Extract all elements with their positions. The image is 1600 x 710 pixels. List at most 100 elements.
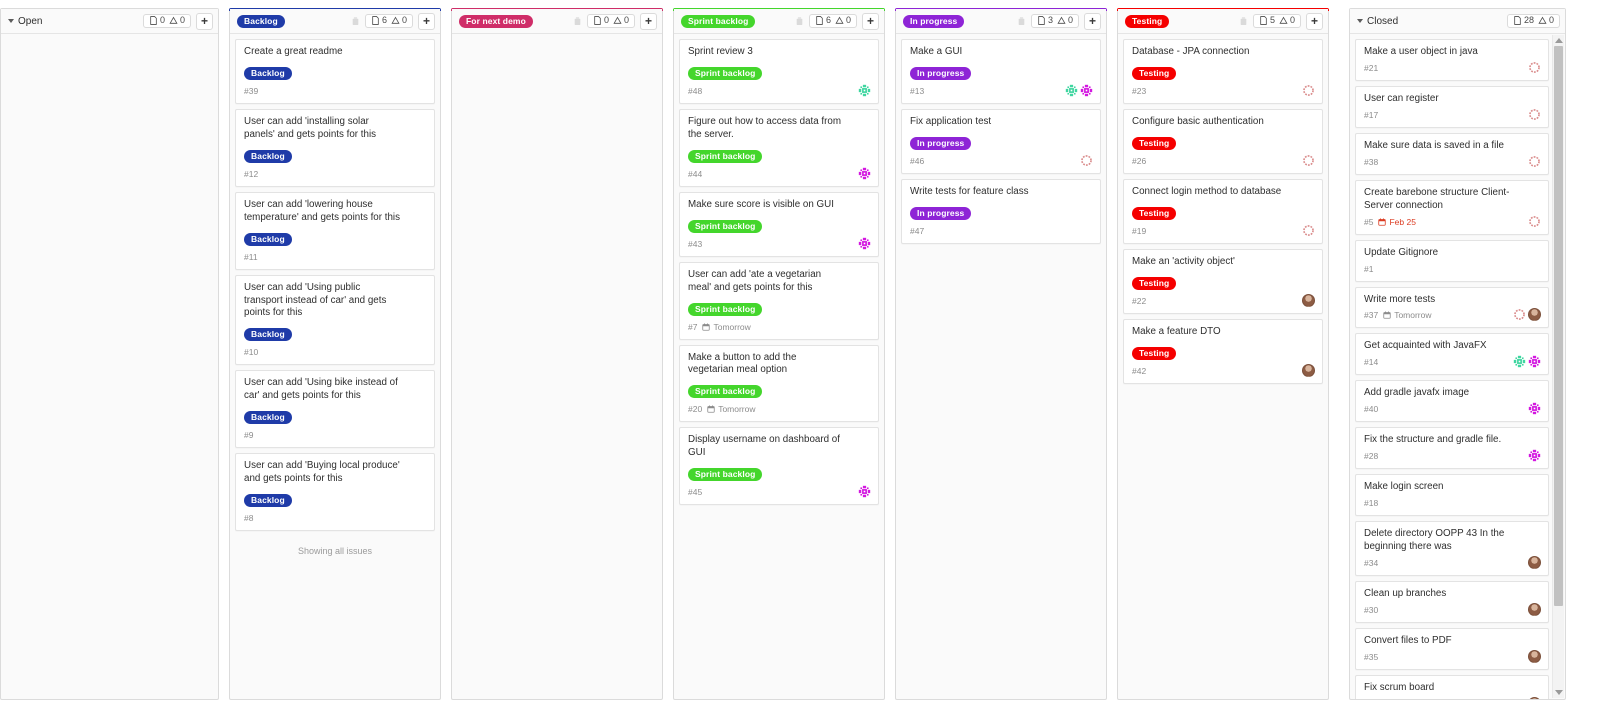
issue-label[interactable]: Testing [1132, 346, 1177, 360]
issue-card-icons [1302, 293, 1315, 307]
issue-label[interactable]: Sprint backlog [688, 302, 763, 316]
issue-card-icons [1302, 154, 1315, 167]
trash-icon[interactable] [1017, 16, 1026, 26]
issue-card[interactable]: Fix the structure and gradle file. #28 [1355, 427, 1549, 470]
column-body-backlog[interactable]: Create a great readme Backlog #39 User can … [230, 34, 440, 699]
column-title-closed[interactable]: Closed [1357, 16, 1398, 27]
issue-label[interactable]: In progress [910, 206, 972, 220]
issue-card[interactable]: Fix application test In progress #46 [901, 108, 1101, 174]
issue-label[interactable]: Backlog [244, 494, 292, 508]
issue-card[interactable]: User can register #17 [1355, 85, 1549, 128]
issue-label[interactable]: Backlog [244, 149, 292, 163]
trash-icon[interactable] [573, 16, 582, 26]
issue-card[interactable]: Sprint review 3 Sprint backlog #48 [679, 39, 879, 104]
add-issue-button[interactable]: + [196, 12, 213, 30]
column-header-open: Open 0 0 + [1, 9, 218, 34]
issue-label[interactable]: Testing [1132, 66, 1177, 80]
issue-card[interactable]: User can add 'Using public transport ins… [235, 274, 435, 366]
add-issue-button[interactable]: + [1306, 12, 1323, 30]
issue-label[interactable]: Backlog [244, 328, 292, 342]
issue-label[interactable]: Sprint backlog [688, 468, 763, 482]
issue-card-footer: #12 [244, 169, 426, 179]
issue-card[interactable]: Write tests for feature class In progress… [901, 178, 1101, 244]
issue-label[interactable]: In progress [910, 136, 972, 150]
issue-card[interactable]: User can add 'installing solar panels' a… [235, 108, 435, 187]
issue-card[interactable]: Add gradle javafx image #40 [1355, 380, 1549, 423]
issue-label[interactable]: Testing [1132, 206, 1177, 220]
issue-card[interactable]: Figure out how to access data from the s… [679, 108, 879, 187]
add-issue-button[interactable]: + [640, 12, 657, 30]
issue-card[interactable]: User can add 'Buying local produce' and … [235, 453, 435, 532]
issue-card[interactable]: Fix scrum board#29 [1355, 674, 1549, 699]
column-body-open[interactable] [1, 34, 218, 699]
issue-label[interactable]: Testing [1132, 136, 1177, 150]
column-label-for-next-demo[interactable]: For next demo [459, 14, 533, 28]
column-title-open[interactable]: Open [8, 16, 42, 27]
issue-due-date: Tomorrow [702, 321, 751, 332]
column-label-backlog[interactable]: Backlog [237, 14, 285, 28]
issue-card[interactable]: Configure basic authentication Testing #26 [1123, 108, 1323, 174]
issue-due-date-text: Tomorrow [713, 321, 751, 332]
issue-card[interactable]: Make sure data is saved in a file #38 [1355, 132, 1549, 175]
column-scrollbar[interactable] [1552, 35, 1564, 698]
trash-icon[interactable] [351, 16, 360, 26]
issue-label[interactable]: Sprint backlog [688, 219, 763, 233]
issue-card-footer: #10 [244, 347, 426, 357]
issue-card-title: Make a GUI [910, 46, 963, 57]
issue-card[interactable]: Create a great readme Backlog #39 [235, 39, 435, 104]
issue-label[interactable]: Backlog [244, 66, 292, 80]
issue-reference: #19 [1132, 225, 1147, 236]
issue-label[interactable]: Sprint backlog [688, 385, 763, 399]
issue-card-footer: #8 [244, 513, 426, 523]
issue-card[interactable]: Make an 'activity object' Testing #22 [1123, 248, 1323, 314]
add-issue-button[interactable]: + [418, 12, 435, 30]
column-label-testing[interactable]: Testing [1125, 14, 1170, 28]
issue-label[interactable]: Sprint backlog [688, 149, 763, 163]
issue-count-group: 6 [815, 15, 831, 26]
issue-card[interactable]: Delete directory OOPP 43 In the beginnin… [1355, 521, 1549, 576]
issue-card-labels: Sprint backlog [688, 299, 870, 317]
issue-card[interactable]: Write more tests #37 Tomorrow [1355, 286, 1549, 329]
issue-card[interactable]: User can add 'lowering house temperature… [235, 191, 435, 270]
issue-card-title: Fix application test [910, 115, 992, 127]
trash-icon[interactable] [795, 16, 804, 26]
column-body-sprint-backlog[interactable]: Sprint review 3 Sprint backlog #48 Figure o… [674, 34, 884, 699]
weight-count-group: 0 [613, 15, 629, 26]
column-body-in-progress[interactable]: Make a GUI In progress #13 Fix application … [896, 34, 1106, 699]
scroll-down-arrow-icon[interactable] [1554, 690, 1563, 695]
column-header-actions: 6 0 + [795, 12, 879, 30]
column-body-for-next-demo[interactable] [452, 34, 662, 699]
scroll-up-arrow-icon[interactable] [1554, 38, 1563, 43]
issue-card[interactable]: Update Gitignore #1 [1355, 239, 1549, 282]
add-issue-button[interactable]: + [1084, 12, 1101, 30]
add-issue-button[interactable]: + [862, 12, 879, 30]
issue-card[interactable]: Database - JPA connection Testing #23 [1123, 39, 1323, 104]
column-body-closed[interactable]: Make a user object in java #21 User can re… [1350, 34, 1565, 699]
column-body-testing[interactable]: Database - JPA connection Testing #23 Confi… [1118, 34, 1328, 699]
issue-card[interactable]: Display username on dashboard of GUI Spri… [679, 427, 879, 506]
column-label-sprint-backlog[interactable]: Sprint backlog [681, 14, 756, 28]
trash-icon[interactable] [1239, 16, 1248, 26]
issue-card[interactable]: Get acquainted with JavaFX #14 [1355, 333, 1549, 376]
issue-card[interactable]: Create barebone structure Client-Server … [1355, 179, 1549, 235]
issue-card[interactable]: User can add 'ate a vegetarian meal' and… [679, 261, 879, 340]
issue-reference: #9 [244, 430, 254, 441]
issue-card[interactable]: Convert files to PDF #35 [1355, 627, 1549, 670]
issue-label[interactable]: Testing [1132, 276, 1177, 290]
issue-label[interactable]: Backlog [244, 411, 292, 425]
issue-card[interactable]: User can add 'Using bike instead of car'… [235, 370, 435, 449]
column-label-in-progress[interactable]: In progress [903, 14, 965, 28]
issue-card[interactable]: Make a user object in java #21 [1355, 39, 1549, 81]
weight-count: 0 [1289, 15, 1295, 26]
issue-card[interactable]: Make a button to add the vegetarian meal… [679, 344, 879, 423]
issue-label[interactable]: Sprint backlog [688, 66, 763, 80]
issue-card[interactable]: Clean up branches #30 [1355, 580, 1549, 623]
scrollbar-thumb[interactable] [1554, 46, 1563, 606]
issue-card[interactable]: Connect login method to database Testing #… [1123, 178, 1323, 244]
issue-label[interactable]: Backlog [244, 232, 292, 246]
issue-card[interactable]: Make a GUI In progress #13 [901, 39, 1101, 104]
issue-card[interactable]: Make sure score is visible on GUI Sprint … [679, 191, 879, 257]
issue-card[interactable]: Make login screen #18 [1355, 474, 1549, 517]
issue-card[interactable]: Make a feature DTO Testing #42 [1123, 318, 1323, 384]
issue-label[interactable]: In progress [910, 66, 972, 80]
